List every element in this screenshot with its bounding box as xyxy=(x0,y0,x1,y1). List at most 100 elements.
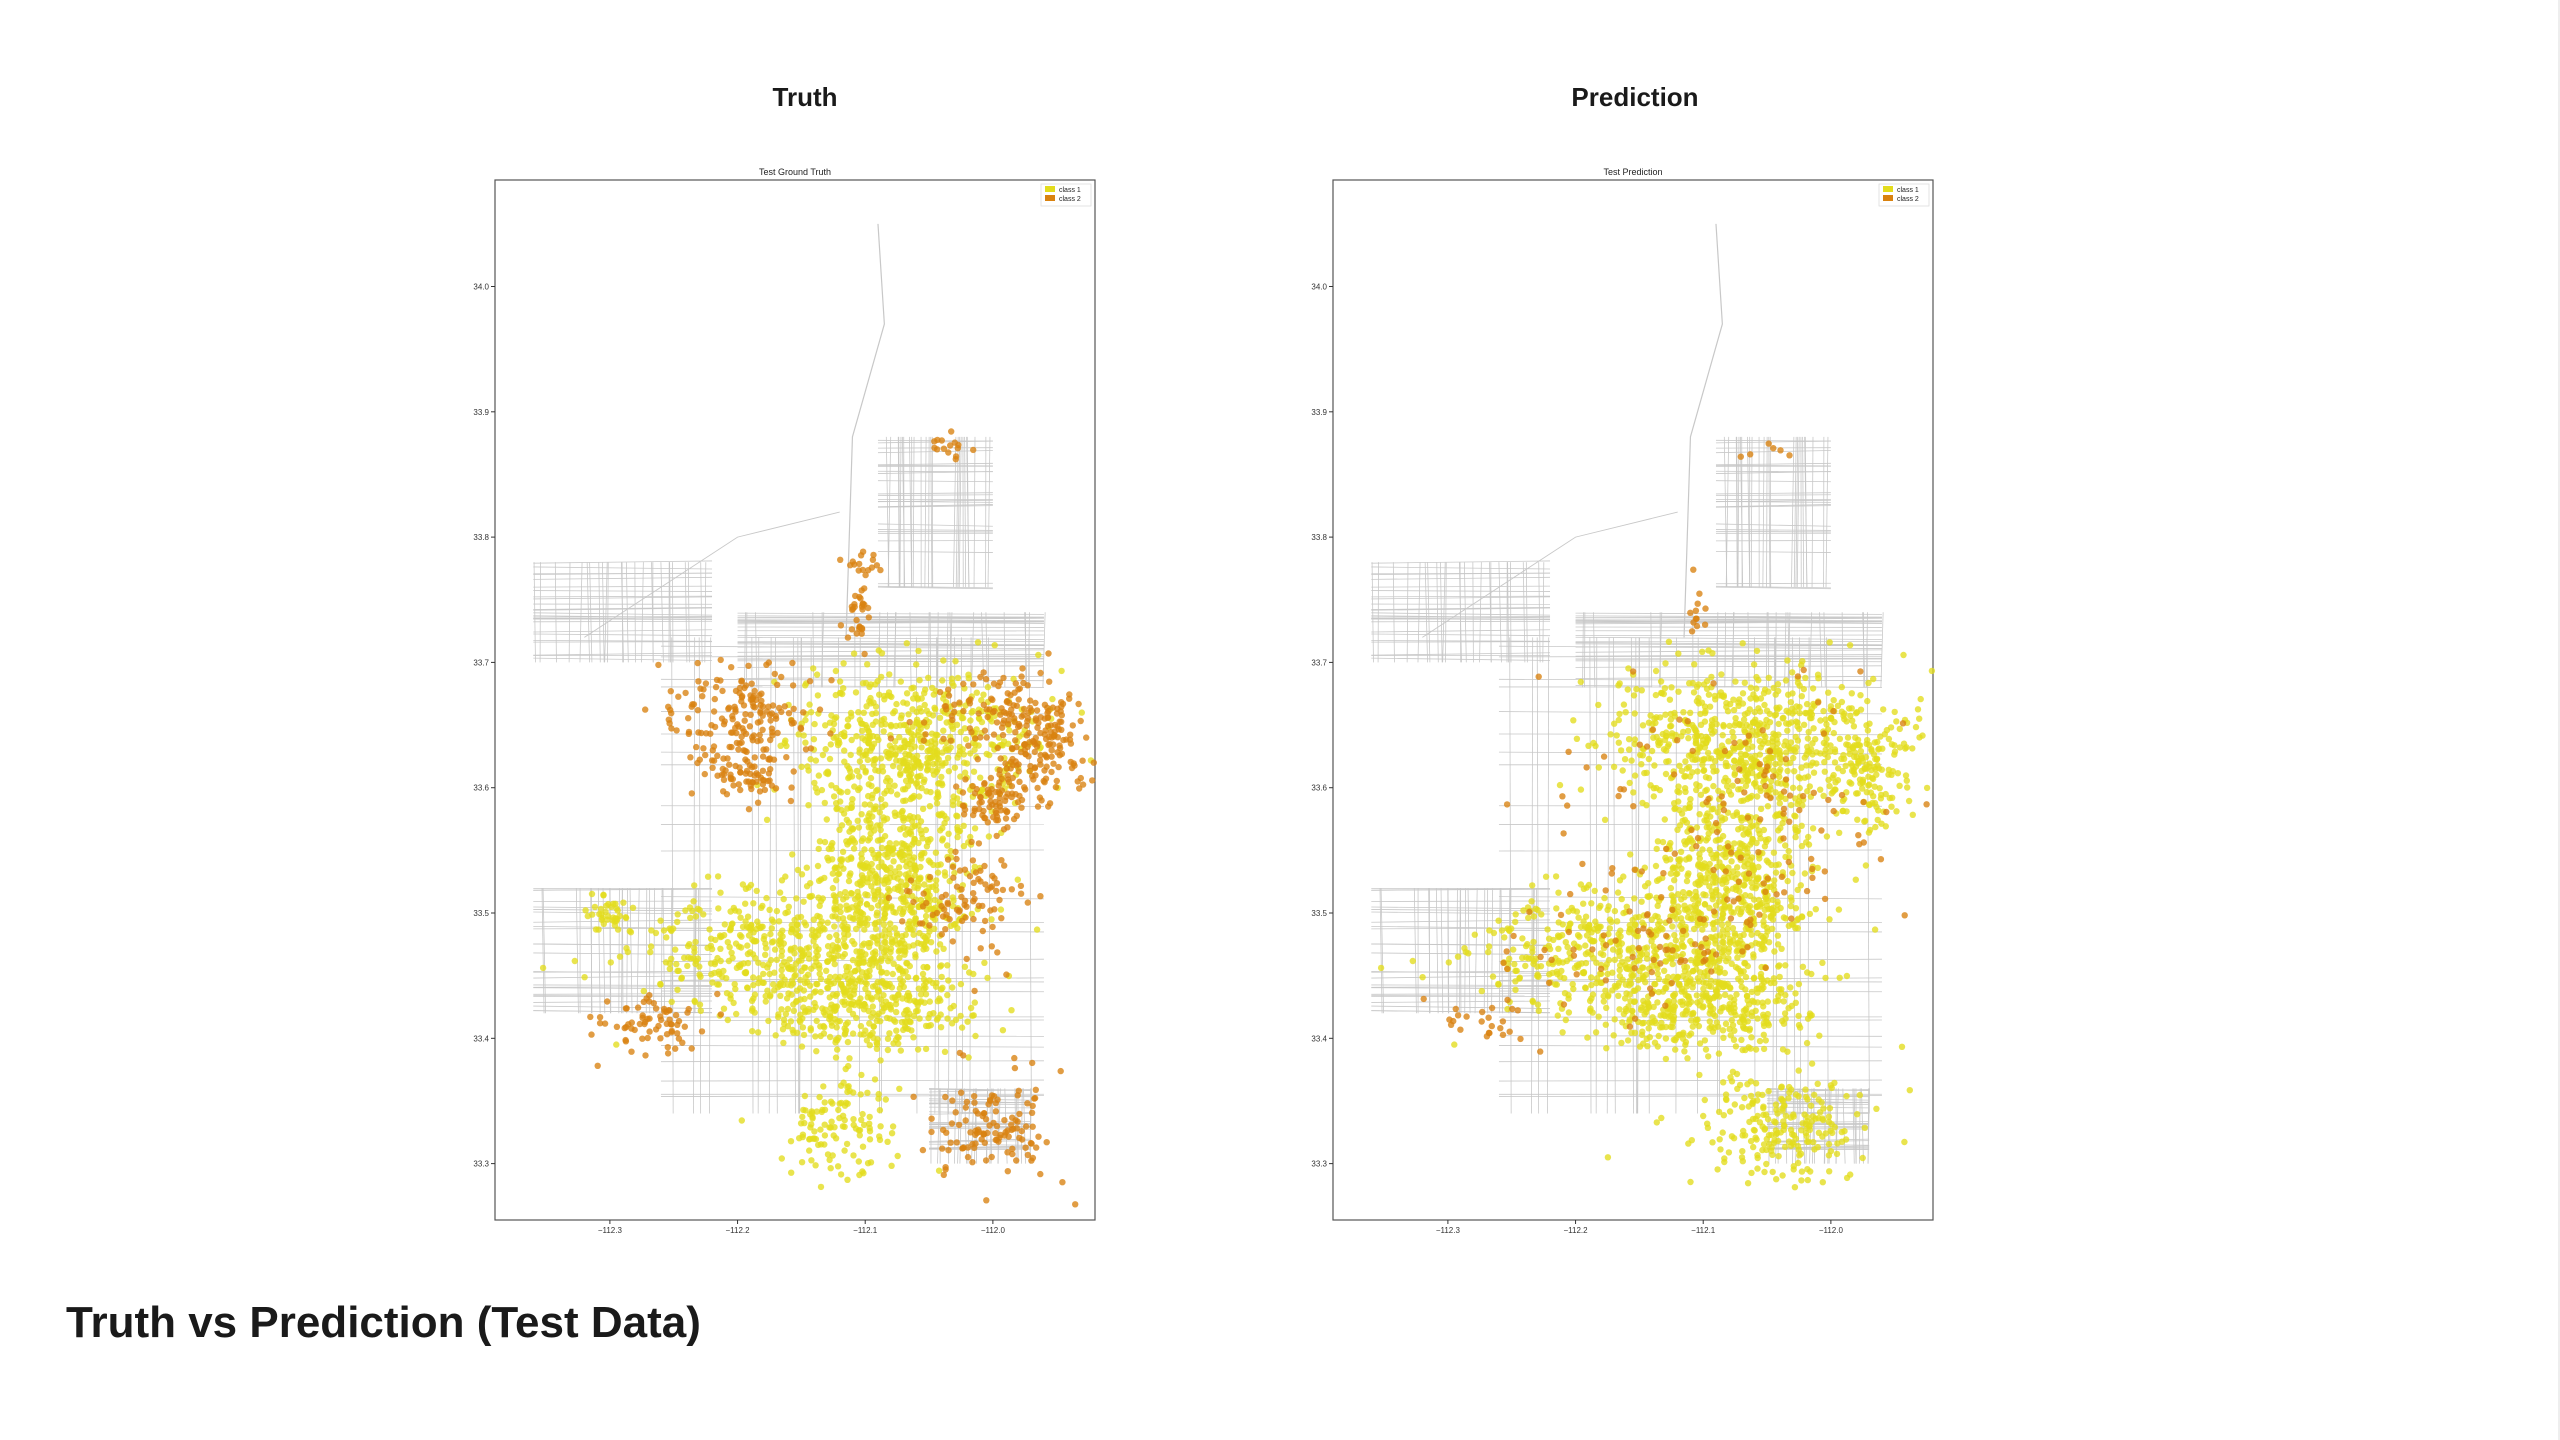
scatter-point xyxy=(1032,1086,1039,1093)
scatter-point xyxy=(1672,731,1679,739)
scatter-point xyxy=(1682,758,1689,765)
scatter-point xyxy=(1559,959,1567,966)
scatter-point xyxy=(1009,1150,1016,1158)
scatter-point xyxy=(768,925,775,932)
scatter-point xyxy=(917,852,925,859)
scatter-point xyxy=(1650,943,1657,950)
scatter-point xyxy=(983,1197,990,1204)
scatter-point xyxy=(948,1120,956,1127)
scatter-point xyxy=(613,905,620,912)
scatter-point xyxy=(868,904,875,912)
scatter-point xyxy=(1005,740,1012,747)
scatter-point xyxy=(731,981,738,988)
scatter-point xyxy=(1631,895,1638,902)
scatter-point xyxy=(855,1158,862,1165)
scatter-point xyxy=(805,944,812,951)
scatter-point xyxy=(1001,797,1009,804)
scatter-point xyxy=(689,907,696,915)
x-tick-label: −112.0 xyxy=(981,1226,1006,1235)
scatter-point xyxy=(1530,938,1537,946)
scatter-point xyxy=(834,871,842,878)
scatter-point xyxy=(945,768,953,775)
scatter-point xyxy=(1556,781,1564,789)
scatter-point xyxy=(973,689,980,696)
scatter-point xyxy=(833,800,840,807)
scatter-point xyxy=(971,1099,978,1106)
scatter-point xyxy=(1877,733,1884,740)
scatter-point xyxy=(943,706,950,713)
scatter-point xyxy=(872,925,880,933)
scatter-point xyxy=(812,1033,819,1040)
scatter-point xyxy=(1740,716,1748,723)
scatter-point xyxy=(896,985,903,992)
scatter-point xyxy=(879,977,886,985)
scatter-point xyxy=(842,1099,850,1106)
scatter-point xyxy=(783,754,790,761)
scatter-point xyxy=(912,953,919,961)
scatter-point xyxy=(1701,860,1708,867)
scatter-point xyxy=(723,975,730,982)
scatter-point xyxy=(813,1108,820,1115)
scatter-point xyxy=(915,985,922,992)
scatter-point xyxy=(994,744,1001,752)
scatter-point xyxy=(888,1130,896,1137)
scatter-point xyxy=(1686,804,1693,811)
scatter-point xyxy=(875,964,883,971)
scatter-point xyxy=(797,976,804,984)
scatter-point xyxy=(844,1038,852,1046)
scatter-point xyxy=(1409,957,1416,965)
scatter-point xyxy=(889,1123,897,1130)
scatter-point xyxy=(808,1157,815,1164)
scatter-point xyxy=(1626,991,1633,998)
scatter-point xyxy=(958,917,966,924)
scatter-point xyxy=(846,1055,853,1062)
scatter-point xyxy=(802,739,809,746)
scatter-point xyxy=(871,756,879,764)
scatter-point xyxy=(1762,756,1770,763)
scatter-point xyxy=(755,979,762,987)
scatter-point xyxy=(1748,931,1755,938)
scatter-point xyxy=(931,736,938,743)
scatter-point xyxy=(1772,862,1780,869)
scatter-point xyxy=(1593,979,1600,987)
scatter-point xyxy=(1643,951,1650,958)
scatter-point xyxy=(926,803,934,810)
scatter-point xyxy=(957,773,964,780)
scatter-point xyxy=(1604,970,1611,978)
scatter-point xyxy=(811,720,818,728)
scatter-point xyxy=(766,970,773,978)
scatter-point xyxy=(816,970,823,977)
scatter-point xyxy=(925,857,932,864)
scatter-point xyxy=(893,840,900,847)
scatter-point xyxy=(962,736,970,743)
scatter-point xyxy=(1792,733,1799,741)
scatter-point xyxy=(1916,715,1923,722)
scatter-point xyxy=(743,778,750,785)
scatter-point xyxy=(1665,758,1672,765)
scatter-point xyxy=(834,1018,841,1025)
scatter-point xyxy=(1534,972,1541,980)
scatter-point xyxy=(863,860,870,867)
scatter-point xyxy=(905,815,912,822)
scatter-point xyxy=(988,943,995,950)
plot-title: Test Prediction xyxy=(1603,167,1662,177)
scatter-point xyxy=(860,1170,867,1177)
scatter-point xyxy=(1667,870,1674,877)
scatter-point xyxy=(833,931,840,939)
scatter-point xyxy=(1589,991,1597,998)
scatter-point xyxy=(1005,721,1012,728)
scatter-point xyxy=(1696,850,1703,858)
scatter-point xyxy=(937,963,944,970)
scatter-point xyxy=(629,904,637,911)
scatter-point xyxy=(942,926,949,933)
scatter-point xyxy=(965,742,972,749)
scatter-point xyxy=(1617,927,1624,934)
scatter-point xyxy=(953,855,960,863)
scatter-point xyxy=(581,974,588,981)
scatter-point xyxy=(1693,698,1701,705)
scatter-point xyxy=(841,747,848,754)
scatter-point xyxy=(1006,699,1013,707)
scatter-point xyxy=(1667,710,1674,718)
scatter-point xyxy=(1512,911,1519,918)
scatter-point xyxy=(950,682,957,689)
